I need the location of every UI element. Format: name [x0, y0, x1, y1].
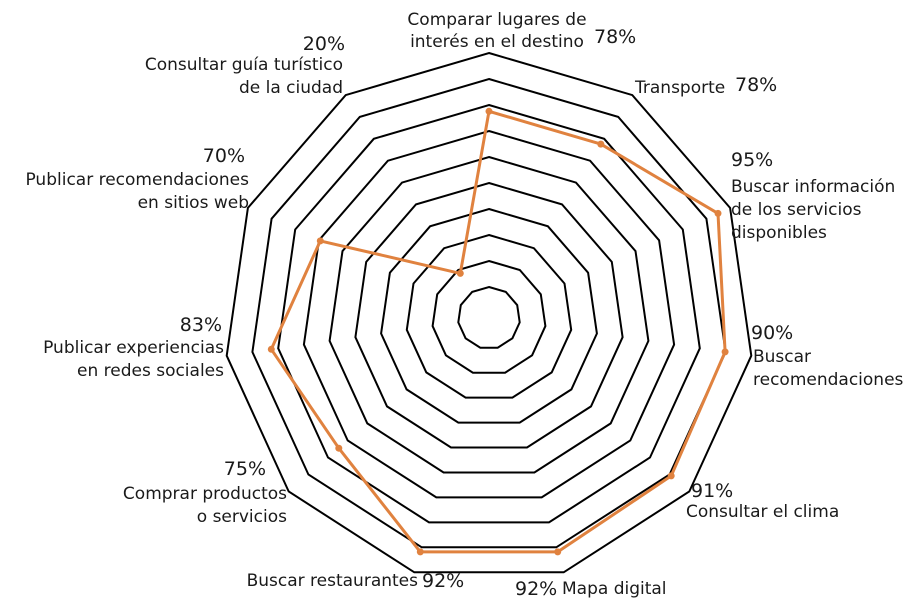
- category-label-line: o servicios: [197, 507, 287, 527]
- category-label-comparar-lugares: Comparar lugares de interés en el destin…: [407, 10, 636, 52]
- category-label-transporte: Transporte 78%: [634, 74, 777, 98]
- category-label-line: interés en el destino: [410, 32, 584, 52]
- value-label: 95%: [731, 149, 773, 171]
- category-label-consultar-guia: 20% Consultar guía turístico de la ciuda…: [145, 33, 345, 98]
- grid-ring: [277, 103, 701, 524]
- category-labels: Comparar lugares de interés en el destin…: [25, 10, 903, 600]
- grid-ring: [354, 181, 624, 449]
- grid-ring: [302, 129, 676, 499]
- value-label: 92%: [422, 570, 464, 592]
- value-label: 78%: [735, 74, 777, 96]
- category-label-line: Comprar productos: [123, 484, 287, 504]
- data-point: [456, 269, 464, 277]
- data-point: [714, 209, 722, 217]
- category-label-publicar-recomendaciones: 70% Publicar recomendaciones en sitios w…: [25, 145, 249, 213]
- radar-series: [267, 107, 729, 556]
- grid-ring: [328, 155, 650, 474]
- category-label-line: disponibles: [731, 223, 827, 243]
- category-label-line: de los servicios: [731, 200, 862, 220]
- category-label-line: Buscar restaurantes: [247, 571, 419, 591]
- category-label-consultar-clima: 91% Consultar el clima: [686, 480, 839, 522]
- category-label-buscar-informacion: 95% Buscar información de los servicios …: [731, 149, 895, 243]
- data-point: [316, 237, 324, 245]
- category-label-line: Comparar lugares de: [407, 10, 586, 30]
- value-label: 92%: [515, 578, 557, 600]
- category-label-line: en sitios web: [138, 193, 249, 213]
- value-label: 70%: [203, 145, 245, 167]
- category-label-buscar-restaurantes: Buscar restaurantes 92%: [247, 570, 465, 592]
- category-label-line: Buscar: [753, 347, 811, 367]
- data-point: [335, 444, 343, 452]
- value-label: 20%: [303, 33, 345, 55]
- category-label-line: Transporte: [634, 78, 725, 98]
- value-label: 78%: [594, 26, 636, 48]
- category-label-line: en redes sociales: [77, 361, 224, 381]
- category-label-mapa-digital: 92% Mapa digital: [515, 578, 667, 600]
- data-point: [721, 348, 729, 356]
- series-line: [269, 109, 727, 554]
- value-label: 91%: [691, 480, 733, 502]
- value-label: 75%: [224, 458, 266, 480]
- category-label-line: Publicar recomendaciones: [25, 170, 249, 190]
- category-label-line: recomendaciones: [753, 370, 904, 390]
- category-label-line: de la ciudad: [239, 78, 343, 98]
- category-label-line: Mapa digital: [562, 579, 667, 599]
- data-point: [597, 140, 605, 148]
- value-label: 90%: [751, 322, 793, 344]
- grid-ring: [251, 77, 727, 549]
- category-label-line: Buscar información: [731, 177, 895, 197]
- radar-grid: [225, 51, 753, 574]
- grid-ring: [405, 233, 573, 399]
- value-label: 83%: [180, 314, 222, 336]
- category-label-buscar-recomendaciones: 90% Buscar recomendaciones: [751, 322, 904, 390]
- category-label-line: Consultar guía turístico: [145, 55, 343, 75]
- grid-ring: [225, 51, 753, 574]
- category-label-line: Consultar el clima: [686, 502, 839, 522]
- data-point: [554, 548, 562, 556]
- data-point: [267, 345, 275, 353]
- data-point: [485, 107, 493, 115]
- grid-ring: [380, 207, 598, 424]
- grid-ring: [431, 259, 547, 374]
- data-point: [667, 472, 675, 480]
- category-label-publicar-experiencias: 83% Publicar experiencias en redes socia…: [43, 314, 224, 381]
- grid-ring: [457, 285, 521, 349]
- data-point: [416, 548, 424, 556]
- category-label-comprar-productos: 75% Comprar productos o servicios: [123, 458, 287, 527]
- category-label-line: Publicar experiencias: [43, 338, 224, 358]
